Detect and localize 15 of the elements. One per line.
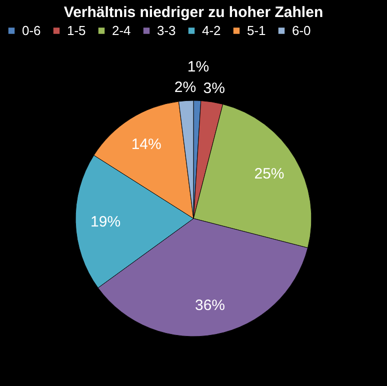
- data-label: 25%: [254, 166, 284, 183]
- chart-title: Verhältnis niedriger zu hoher Zahlen: [64, 4, 324, 21]
- data-label: 19%: [90, 213, 121, 230]
- legend-label: 4-2: [202, 22, 221, 38]
- legend-label: 5-1: [247, 22, 266, 38]
- legend-label: 2-4: [112, 22, 131, 38]
- legend-label: 3-3: [157, 22, 176, 38]
- data-label: 2%: [174, 78, 196, 96]
- data-label: 1%: [187, 58, 210, 76]
- legend-label: 1-5: [67, 22, 86, 38]
- legend-label: 0-6: [22, 22, 41, 38]
- data-label: 3%: [203, 80, 225, 98]
- legend-label: 6-0: [292, 22, 311, 38]
- data-label: 14%: [131, 136, 162, 154]
- data-label: 36%: [194, 296, 226, 314]
